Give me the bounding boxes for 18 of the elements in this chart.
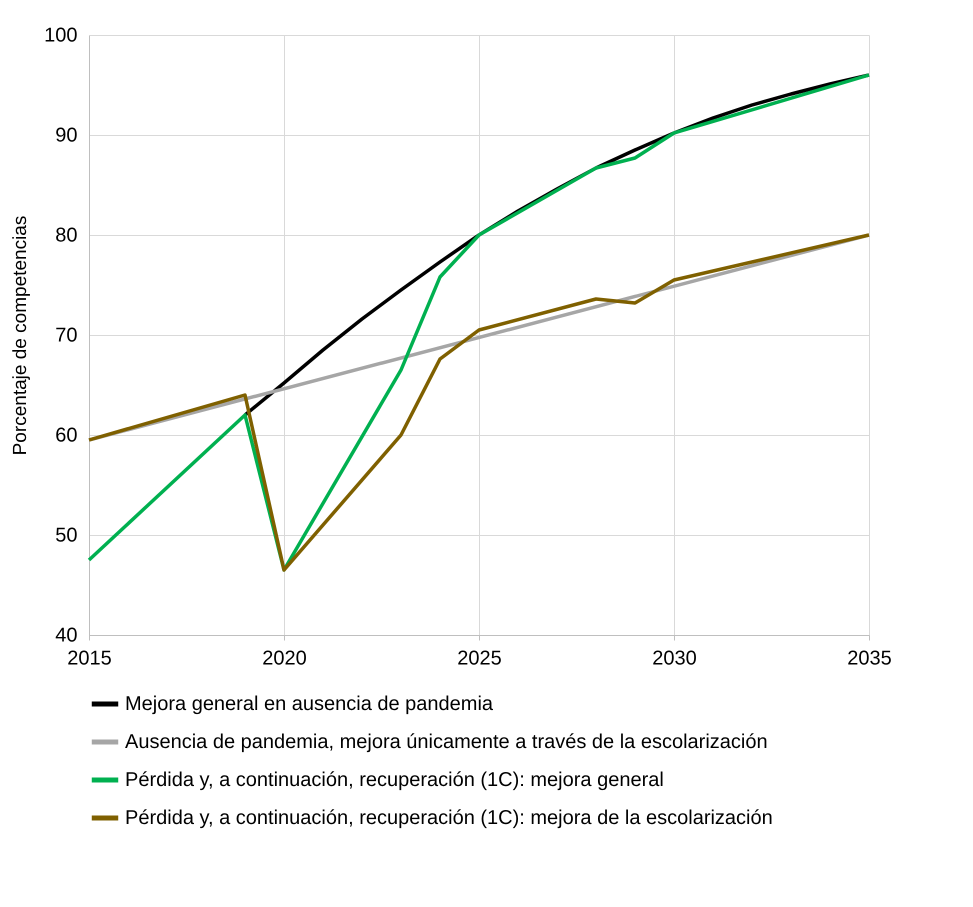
line-series xyxy=(87,233,871,572)
x-tick-label: 2025 xyxy=(457,648,502,670)
x-tick-label: 2035 xyxy=(847,648,892,670)
y-tick-label: 70 xyxy=(55,324,78,346)
legend-label: Ausencia de pandemia, mejora únicamente a través de la escolarización xyxy=(125,731,768,753)
y-tick-label: 80 xyxy=(55,224,78,246)
y-axis-title: Porcentaje de competencias xyxy=(10,216,32,456)
x-tick-label: 2015 xyxy=(67,648,112,670)
legend-label: Pérdida y, a continuación, recuperación (1C): mejora general xyxy=(125,769,664,791)
y-tick-label: 100 xyxy=(44,24,78,46)
y-tick-label: 40 xyxy=(55,624,78,646)
x-tick-label: 2030 xyxy=(652,648,697,670)
legend-label: Pérdida y, a continuación, recuperación (1C): mejora de la escolarización xyxy=(125,807,773,829)
y-tick-label: 50 xyxy=(55,524,78,546)
x-tick-label: 2020 xyxy=(262,648,307,670)
y-tick-label: 60 xyxy=(55,424,78,446)
legend-label: Mejora general en ausencia de pandemia xyxy=(125,693,494,715)
y-tick-label: 90 xyxy=(55,124,78,146)
